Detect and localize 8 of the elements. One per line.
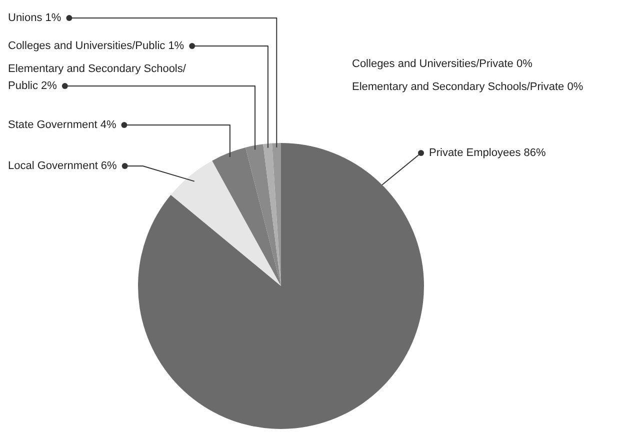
category-label: Colleges and Universities/Private 0% <box>352 58 532 70</box>
slice-label: Elementary and Secondary Schools/Public 2% <box>8 63 187 92</box>
slice-label: State Government 4% <box>8 119 116 132</box>
slice-label: Unions 1% <box>8 12 62 24</box>
category-label: Elementary and Secondary Schools/Private 0% <box>352 81 584 94</box>
slice-label: Local Government 6% <box>8 160 118 172</box>
slice-label: Private Employees 86% <box>429 147 546 160</box>
slice-label: Colleges and Universities/Public 1% <box>8 40 184 52</box>
